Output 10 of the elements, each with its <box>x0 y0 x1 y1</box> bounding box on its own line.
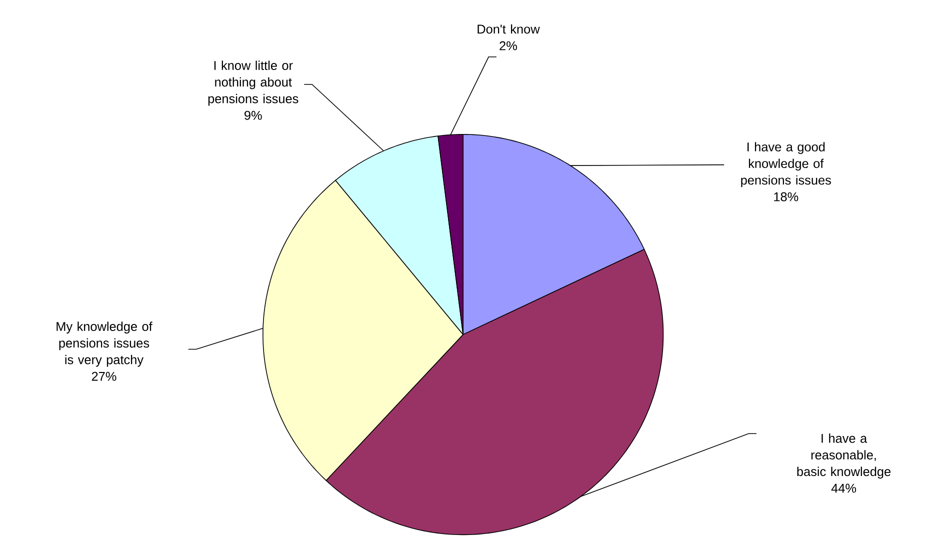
data-label: 2% <box>500 41 517 50</box>
slice-label: I know little or nothing about pensions issues <box>208 60 298 106</box>
slice-label: Don't know <box>478 24 540 34</box>
data-label: 18% <box>774 192 798 202</box>
data-label: 44% <box>831 484 856 493</box>
data-label: 27% <box>92 372 116 382</box>
data-label: 9% <box>244 111 262 120</box>
slice-label: I have a good knowledge of pensions issues <box>741 142 831 188</box>
slice-label: My knowledge of pensions issues is very patchy <box>56 322 152 367</box>
slice-label: I have a reasonable, basic knowledge <box>797 434 891 479</box>
